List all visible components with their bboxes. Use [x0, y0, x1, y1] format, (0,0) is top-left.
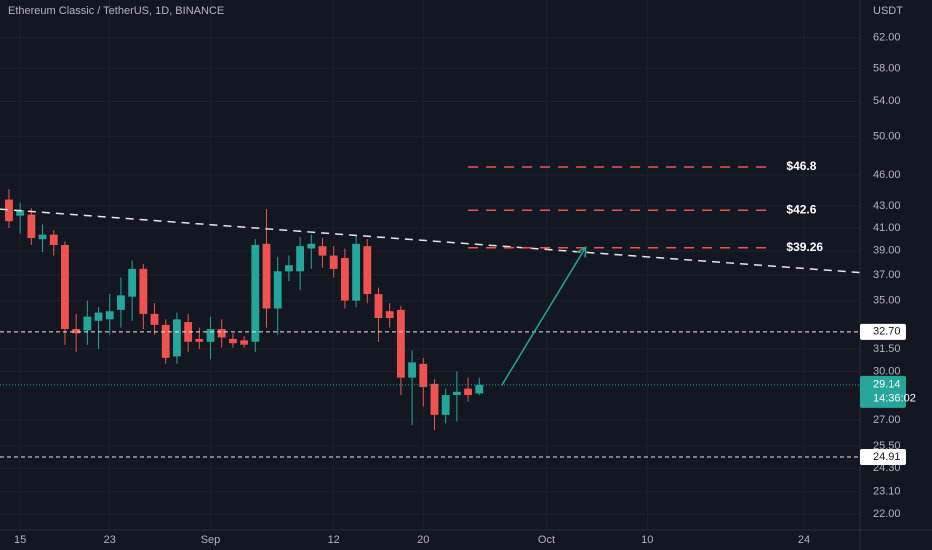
candle-body	[217, 329, 226, 338]
candle-body	[262, 243, 271, 309]
candle-body	[5, 199, 13, 222]
labels: 62.00 58.00 54.00 50.00 46.00 43.00 41.00 39.00…	[14, 32, 916, 546]
candle-body	[307, 243, 316, 249]
y-tick-label: 31.50	[873, 343, 901, 355]
candle-body	[128, 268, 137, 297]
candle-body	[251, 244, 260, 342]
y-tick-label: 30.00	[873, 365, 901, 377]
candle-body	[139, 268, 148, 314]
candle-body	[150, 313, 159, 325]
x-tick-label: 24	[798, 534, 810, 546]
last-price-label: 29.14	[873, 379, 901, 391]
candle-body	[206, 329, 215, 342]
candle-body	[83, 316, 92, 331]
plot: $46.8 $42.6 $39.26	[0, 159, 861, 458]
candle-body	[329, 255, 338, 269]
candle-body	[464, 388, 472, 396]
candle-body	[430, 383, 439, 415]
candle-body	[419, 363, 428, 388]
x-tick-label: Sep	[201, 534, 221, 546]
trend-line	[0, 208, 861, 274]
candle-body	[284, 265, 293, 272]
level-label: 32.70	[873, 326, 901, 338]
candle-body	[49, 234, 58, 245]
candle-body	[228, 338, 237, 344]
candle-body	[240, 340, 249, 345]
y-tick-label: 43.00	[873, 200, 901, 212]
candle-body	[273, 271, 282, 309]
candle-body	[117, 295, 125, 310]
candle-body	[16, 210, 25, 216]
last-price-box	[860, 375, 906, 408]
level-label: 24.91	[873, 451, 901, 463]
y-tick-label: 50.00	[873, 131, 901, 143]
target-label: $39.26	[786, 240, 823, 254]
level-box	[860, 448, 906, 465]
y-tick-label: 62.00	[873, 32, 901, 44]
x-tick-label: 20	[417, 534, 429, 546]
y-tick-label: 54.00	[873, 95, 901, 107]
target-label: $46.8	[786, 159, 816, 173]
candle-body	[385, 311, 394, 318]
candle-body	[475, 384, 484, 394]
x-tick-label: 15	[14, 534, 26, 546]
candle-body	[363, 246, 372, 295]
y-tick-label: 37.00	[873, 269, 901, 281]
candle-body	[61, 244, 69, 330]
candle-body	[452, 391, 461, 396]
y-tick-label: 58.00	[873, 62, 901, 74]
y-tick-label: 35.00	[873, 294, 901, 306]
candle-body	[27, 214, 36, 239]
chart-title: Ethereum Classic / TetherUS, 1D, BINANCE	[8, 5, 224, 17]
candle-body	[296, 246, 305, 272]
candle-body	[408, 362, 417, 378]
y-tick-label: 24.30	[873, 462, 901, 474]
x-tick-label: Oct	[538, 534, 555, 546]
level-box	[860, 323, 906, 340]
arrow-head	[576, 245, 587, 258]
arrow-line	[501, 246, 587, 386]
y-tick-label: 27.00	[873, 414, 901, 426]
candle-body	[352, 243, 361, 301]
candle-body	[441, 395, 450, 415]
y-tick-label: 46.00	[873, 169, 901, 181]
currency: USDT	[873, 5, 903, 17]
candle-body	[340, 257, 349, 301]
candle-body	[195, 338, 204, 342]
candle-body	[72, 329, 81, 334]
x-tick-label: 23	[104, 534, 116, 546]
x-tick-label: 10	[641, 534, 653, 546]
y-tick-label: 41.00	[873, 222, 901, 234]
y-tick-label: 23.10	[873, 486, 901, 498]
candle-body	[184, 322, 193, 342]
candle-body	[318, 246, 327, 256]
target-label: $42.6	[786, 202, 816, 216]
x-tick-label: 12	[328, 534, 340, 546]
candle-body	[173, 319, 181, 357]
candle-body	[38, 234, 47, 240]
candle-body	[105, 311, 114, 320]
y-tick-label: 22.00	[873, 508, 901, 520]
candle-body	[161, 324, 170, 358]
countdown: 14:36:02	[873, 393, 916, 405]
candle-body	[396, 309, 405, 378]
candle-body	[374, 294, 383, 318]
y-tick-label: 39.00	[873, 245, 901, 257]
candle-body	[94, 312, 103, 321]
